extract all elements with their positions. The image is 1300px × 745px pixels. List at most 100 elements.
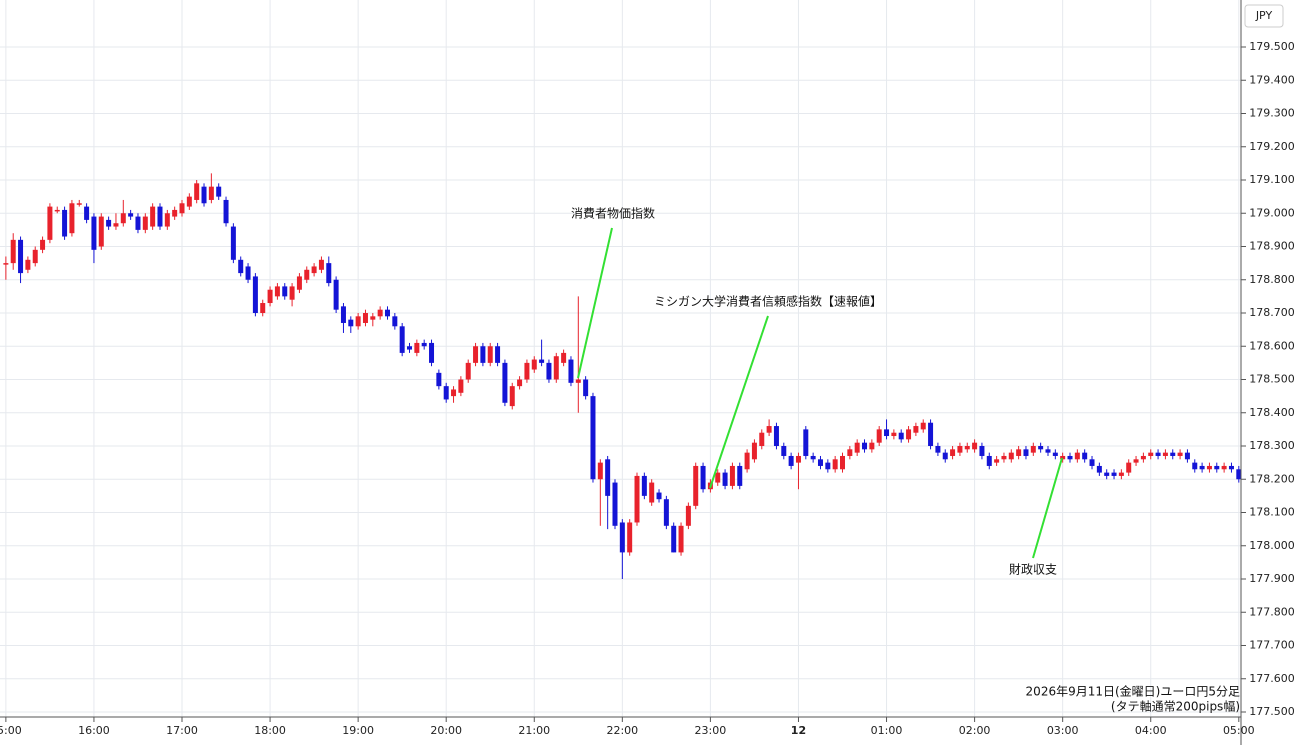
candle-body <box>128 213 134 217</box>
candle-body <box>605 459 611 496</box>
candle-body <box>862 442 868 450</box>
y-tick-label: 177.500 <box>1249 705 1295 718</box>
candle-body <box>729 465 735 486</box>
candle-body <box>25 259 31 270</box>
candle-body <box>465 362 471 380</box>
candle-body <box>1052 452 1058 456</box>
candle-body <box>296 276 302 290</box>
annotations: 消費者物価指数 ミシガン大学消費者信頼感指数【速報値】 財政収支 <box>571 206 1063 577</box>
candle-body <box>1133 459 1139 463</box>
candle-body <box>1001 455 1007 460</box>
candle-body <box>348 319 354 327</box>
candle-body <box>1228 465 1234 470</box>
y-tick-label: 178.300 <box>1249 439 1295 452</box>
candle-body <box>928 422 934 446</box>
candle-body <box>76 203 82 205</box>
annotation-line <box>709 315 769 489</box>
candle-body <box>135 216 141 230</box>
candle-body <box>634 475 640 523</box>
x-tick-label: 17:00 <box>166 724 198 737</box>
y-tick-label: 179.400 <box>1249 73 1295 86</box>
candle-body <box>414 342 420 353</box>
candle-body <box>84 206 90 220</box>
candle-body <box>1067 455 1073 460</box>
candle-body <box>847 449 853 456</box>
candle-body <box>869 442 875 450</box>
candle-body <box>1184 452 1190 460</box>
candle-body <box>473 346 479 363</box>
y-tick-label: 179.000 <box>1249 206 1295 219</box>
candle-body <box>737 465 743 486</box>
candle-body <box>1140 455 1146 460</box>
candle-body <box>1118 472 1124 476</box>
candle-body <box>150 206 156 227</box>
candle-body <box>172 209 178 217</box>
candle-body <box>208 186 214 200</box>
candle-body <box>898 432 904 440</box>
x-tick-label: 15:00 <box>0 724 22 737</box>
candle-body <box>1104 472 1110 476</box>
candle-body <box>399 326 405 353</box>
candle-body <box>392 316 398 327</box>
candle-body <box>950 449 956 456</box>
candle-body <box>546 362 552 380</box>
candle-body <box>157 206 163 227</box>
currency-label: JPY <box>1255 9 1273 22</box>
candle-body <box>840 455 846 470</box>
candle-body <box>142 216 148 230</box>
candle-body <box>10 239 16 264</box>
candle-body <box>429 342 435 363</box>
candle-body <box>568 359 574 383</box>
x-tick-label: 20:00 <box>430 724 462 737</box>
x-tick-label: 04:00 <box>1135 724 1167 737</box>
candle-body <box>700 465 706 490</box>
candle-body <box>612 482 618 526</box>
annotation: 消費者物価指数 <box>571 206 655 221</box>
candle-body <box>590 396 596 480</box>
candle-body <box>524 362 530 380</box>
candle-body <box>641 475 647 496</box>
candle-body <box>766 426 772 433</box>
candle-body <box>113 223 119 227</box>
candle-body <box>1170 452 1176 456</box>
candle-body <box>825 462 831 470</box>
candle-body <box>164 213 170 227</box>
candle-body <box>722 472 728 486</box>
candle-body <box>1155 452 1161 456</box>
candle-body <box>986 455 992 466</box>
candle-body <box>384 309 390 317</box>
x-tick-label: 22:00 <box>606 724 638 737</box>
candle-body <box>1221 465 1227 470</box>
candle-body <box>495 346 501 363</box>
candle-body <box>274 286 280 297</box>
candle-body <box>920 422 926 430</box>
candle-body <box>487 346 493 363</box>
candle-body <box>1236 469 1242 480</box>
candle-body <box>539 359 545 363</box>
candle-body <box>1199 465 1205 470</box>
candle-body <box>502 362 508 403</box>
candle-body <box>810 455 816 460</box>
candle-body <box>1111 472 1117 476</box>
candle-body <box>1023 449 1029 456</box>
candle-body <box>289 286 295 300</box>
candle-body <box>267 289 273 304</box>
candle-body <box>362 313 368 323</box>
candle-body <box>1096 465 1102 473</box>
candle-body <box>553 356 559 380</box>
candle-body <box>1192 462 1198 470</box>
candle-body <box>304 269 310 280</box>
candle-body <box>252 276 258 313</box>
candle-body <box>803 429 809 456</box>
candle-body <box>575 379 581 383</box>
candle-body <box>120 213 126 224</box>
candle-body <box>964 446 970 450</box>
candle-body <box>1126 462 1132 473</box>
candle-body <box>693 465 699 506</box>
candle-body <box>1030 446 1036 453</box>
candle-body <box>913 426 919 433</box>
candle-body <box>179 203 185 214</box>
x-tick-label: 05:00 <box>1223 724 1255 737</box>
y-tick-label: 178.000 <box>1249 539 1295 552</box>
candle-body <box>54 209 60 212</box>
